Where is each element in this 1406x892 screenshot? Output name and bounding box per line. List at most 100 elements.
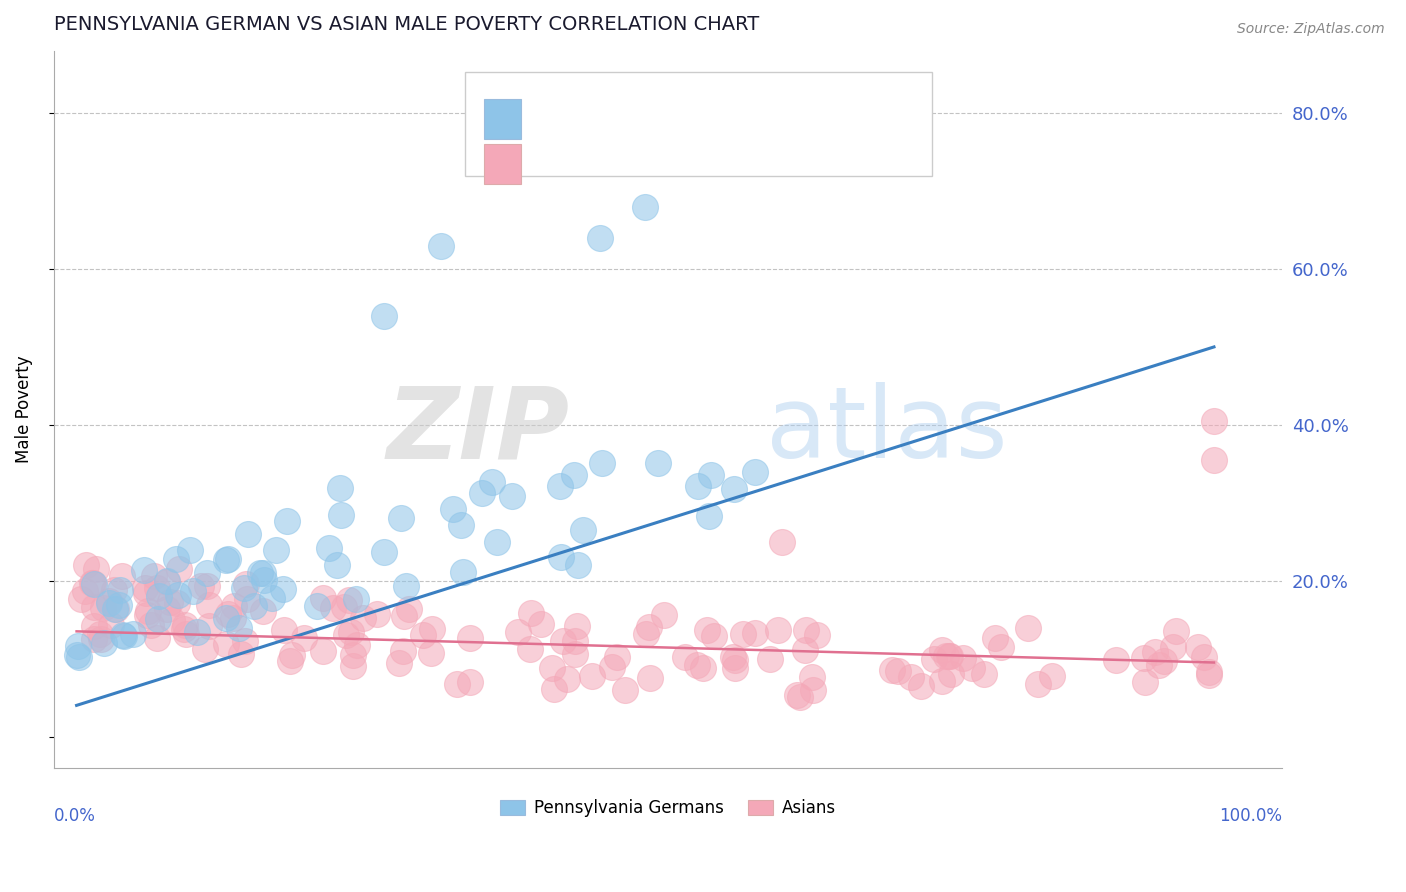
Point [395, 579, 418, 593]
Text: 100.0%: 100.0% [1219, 807, 1282, 825]
Point [322, 600, 344, 615]
Point [703, 628, 725, 642]
Point [273, 582, 295, 596]
Point [450, 518, 472, 533]
Point [97, 596, 120, 610]
Point [1040, 669, 1063, 683]
Point [373, 309, 395, 323]
Point [429, 238, 451, 252]
Point [794, 643, 817, 657]
Point [159, 595, 181, 609]
Point [312, 591, 335, 606]
Point [565, 619, 588, 633]
Point [1105, 653, 1128, 667]
Point [135, 608, 157, 623]
Text: R = -0.208  N = 146: R = -0.208 N = 146 [536, 155, 735, 173]
Point [66, 648, 89, 662]
Point [973, 667, 995, 681]
Point [195, 579, 218, 593]
Point [952, 651, 974, 665]
Point [606, 650, 628, 665]
Point [252, 604, 274, 618]
Point [344, 592, 367, 607]
Point [156, 575, 179, 590]
Point [217, 552, 239, 566]
Point [481, 475, 503, 489]
Point [1017, 620, 1039, 634]
Point [441, 501, 464, 516]
Point [451, 565, 474, 579]
Point [614, 682, 637, 697]
Point [931, 674, 953, 689]
Point [346, 638, 368, 652]
Point [686, 478, 709, 492]
Point [800, 670, 823, 684]
Point [176, 627, 198, 641]
Point [1135, 675, 1157, 690]
Y-axis label: Male Poverty: Male Poverty [15, 355, 32, 463]
Point [530, 616, 553, 631]
Point [553, 634, 575, 648]
Point [110, 583, 132, 598]
Point [228, 620, 250, 634]
Point [564, 634, 586, 648]
Point [1192, 650, 1215, 665]
Point [103, 582, 125, 597]
Point [292, 632, 315, 646]
Point [880, 663, 903, 677]
Point [723, 653, 745, 667]
Point [1144, 645, 1167, 659]
Point [75, 584, 97, 599]
Point [235, 633, 257, 648]
Point [111, 628, 134, 642]
Point [1161, 640, 1184, 654]
Point [236, 592, 259, 607]
Point [82, 576, 104, 591]
Point [388, 657, 411, 671]
Point [340, 624, 363, 639]
Point [132, 563, 155, 577]
Point [195, 566, 218, 580]
Point [984, 631, 1007, 645]
Point [686, 658, 709, 673]
Point [198, 598, 221, 612]
Point [1202, 414, 1225, 428]
Point [519, 642, 541, 657]
Point [67, 639, 90, 653]
Point [638, 671, 661, 685]
Text: 0.0%: 0.0% [53, 807, 96, 825]
Point [564, 647, 586, 661]
Point [278, 654, 301, 668]
Point [770, 534, 793, 549]
Point [233, 581, 256, 595]
Point [673, 649, 696, 664]
Point [229, 647, 252, 661]
Point [550, 550, 572, 565]
Point [392, 609, 415, 624]
Point [155, 602, 177, 616]
Point [146, 612, 169, 626]
Point [243, 599, 266, 613]
Point [723, 483, 745, 497]
Point [342, 658, 364, 673]
Point [173, 622, 195, 636]
Point [744, 626, 766, 640]
Text: PENNSYLVANIA GERMAN VS ASIAN MALE POVERTY CORRELATION CHART: PENNSYLVANIA GERMAN VS ASIAN MALE POVERT… [53, 15, 759, 34]
Point [1166, 624, 1188, 638]
Point [156, 574, 179, 588]
Point [1187, 640, 1209, 654]
Point [312, 644, 335, 658]
Point [111, 569, 134, 583]
Text: atlas: atlas [766, 383, 1008, 479]
Point [326, 558, 349, 572]
Point [806, 628, 828, 642]
Point [766, 624, 789, 638]
Point [786, 689, 808, 703]
Point [145, 631, 167, 645]
FancyBboxPatch shape [465, 72, 932, 177]
Point [112, 629, 135, 643]
Point [273, 623, 295, 637]
Point [541, 660, 564, 674]
Point [543, 681, 565, 696]
Point [167, 562, 190, 576]
